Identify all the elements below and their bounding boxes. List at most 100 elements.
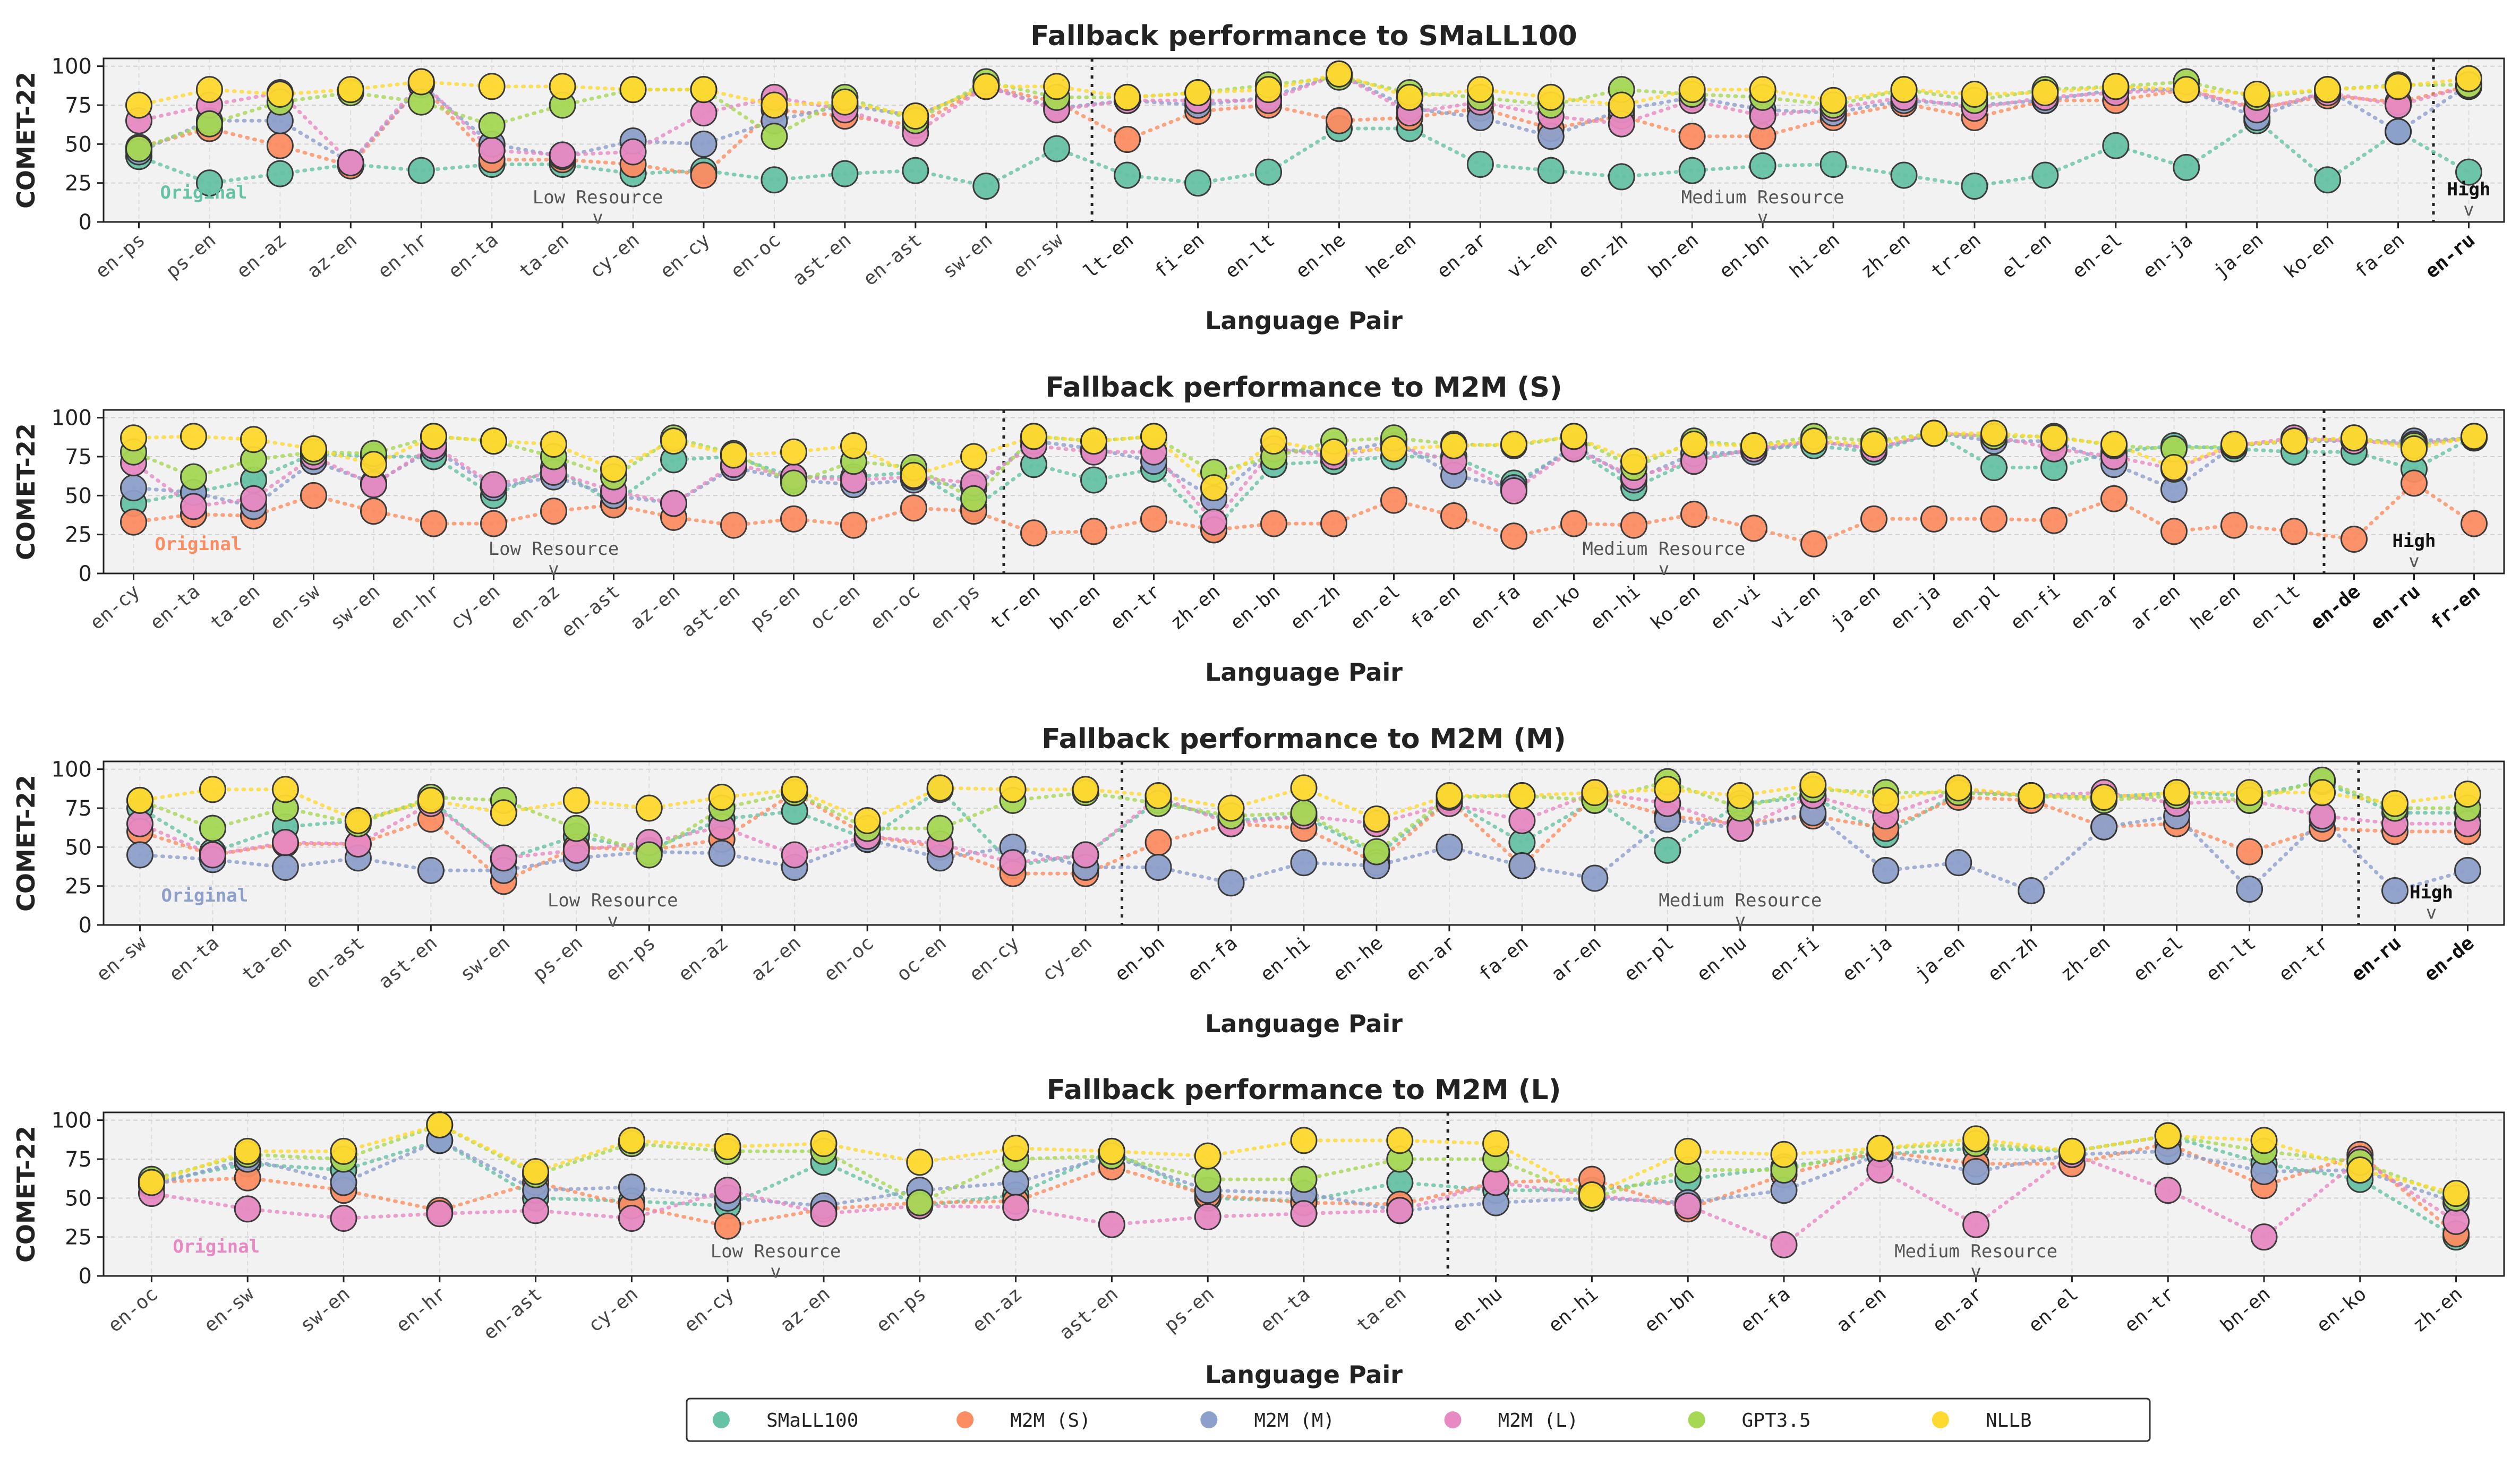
x-tick-label: ast-en	[677, 580, 744, 641]
x-tick-label: en-hr	[386, 580, 444, 634]
data-point	[1620, 511, 1647, 539]
data-point	[1749, 76, 1776, 104]
x-tick-label: az-en	[303, 229, 361, 282]
x-tick-label: en-ta	[146, 580, 204, 634]
x-tick-label: en-hr	[392, 1283, 450, 1336]
data-point	[125, 91, 152, 119]
data-point	[1800, 427, 1827, 455]
legend-label: M2M (L)	[1498, 1410, 1579, 1432]
data-point	[906, 1149, 934, 1176]
data-point	[1860, 431, 1887, 458]
x-tick-label: az-en	[747, 932, 805, 985]
data-point	[480, 510, 507, 537]
x-tick-label: en-az	[968, 1283, 1026, 1336]
y-tick-label: 0	[79, 210, 92, 235]
data-point	[690, 99, 717, 127]
chart-panel-2: 0 25 50 75 100 en-cy en-ta ta-en en-sw sw-en en-hr…	[12, 372, 2505, 687]
legend: SMaLL100 M2M (S) M2M (M) M2M (L) GPT3.5 NLLB	[686, 1398, 2151, 1442]
data-point	[840, 511, 867, 539]
data-point	[1508, 807, 1536, 834]
y-axis-label: COMET-22	[12, 1126, 40, 1263]
region-label: High	[2447, 179, 2491, 200]
x-tick-label: en-ps	[926, 580, 984, 634]
data-point	[2163, 779, 2191, 807]
data-point	[720, 441, 747, 469]
data-point	[2220, 511, 2248, 539]
x-tick-label: zh-en	[2408, 1283, 2466, 1336]
x-tick-label: en-ru	[2367, 580, 2424, 634]
data-point	[1217, 869, 1245, 897]
x-tick-label: zh-en	[1856, 229, 1914, 282]
y-tick-label: 75	[65, 796, 92, 821]
y-tick-label: 50	[65, 1186, 92, 1211]
data-point	[2461, 423, 2488, 450]
data-point	[2173, 76, 2200, 104]
data-point	[2385, 118, 2412, 145]
x-tick-label: en-hi	[1544, 1283, 1602, 1336]
data-point	[2090, 813, 2118, 841]
region-arrow: v	[592, 207, 603, 228]
data-point	[1072, 776, 1099, 803]
data-point	[853, 807, 881, 834]
data-point	[1290, 1200, 1318, 1228]
data-point	[199, 776, 226, 803]
data-point	[2031, 161, 2059, 189]
data-point	[138, 1169, 165, 1196]
data-point	[635, 794, 663, 822]
data-point	[426, 1200, 454, 1228]
region-label: Low Resource	[548, 890, 678, 911]
data-point	[2442, 1180, 2470, 1207]
data-point	[999, 849, 1027, 877]
data-point	[831, 160, 859, 187]
data-point	[1654, 776, 1681, 803]
x-tick-label: fa-en	[2351, 229, 2408, 282]
data-point	[1320, 438, 1347, 466]
chart-panel-1: 0 25 50 75 100 en-ps ps-en en-az az-en en-hr en-ta…	[12, 20, 2505, 335]
x-tick-label: en-hu	[1448, 1283, 1506, 1336]
x-tick-label: en-ps	[91, 229, 149, 282]
chart-title: Fallback performance to M2M (M)	[1041, 723, 1566, 755]
data-point	[1500, 477, 1527, 505]
data-point	[690, 161, 717, 189]
data-point	[180, 463, 207, 491]
data-point	[1144, 853, 1172, 881]
legend-label: M2M (M)	[1254, 1410, 1335, 1432]
data-point	[417, 856, 445, 884]
data-point	[2173, 153, 2200, 181]
y-tick-label: 0	[79, 562, 92, 586]
data-point	[960, 443, 987, 470]
data-point	[2381, 790, 2409, 817]
data-point	[426, 1111, 454, 1138]
y-tick-label: 25	[65, 172, 92, 196]
data-point	[1980, 454, 2008, 482]
x-tick-label: ast-en	[789, 229, 856, 290]
data-point	[2160, 518, 2188, 545]
data-point	[780, 469, 807, 497]
x-tick-label: en-oc	[820, 932, 878, 985]
data-point	[1114, 83, 1141, 111]
data-point	[120, 424, 147, 452]
data-point	[126, 841, 153, 869]
x-tick-label: lt-en	[1080, 229, 1138, 282]
x-tick-label: en-ar	[1433, 229, 1491, 282]
x-tick-label: ps-en	[529, 932, 587, 985]
x-tick-label: ta-en	[515, 229, 573, 282]
x-tick-label: en-pl	[1946, 580, 2004, 634]
data-point	[330, 1137, 357, 1165]
x-tick-label: en-vi	[1706, 580, 1764, 634]
data-point	[1184, 169, 1212, 197]
series-line-m2m-s-	[137, 82, 2471, 177]
data-point	[840, 432, 867, 459]
x-tick-label: en-lt	[1221, 229, 1279, 282]
region-label: High	[2393, 530, 2436, 552]
x-tick-label: ja-en	[1826, 580, 1884, 634]
region-arrow: v	[2408, 551, 2419, 572]
data-point	[1114, 161, 1141, 189]
x-tick-label: en-bn	[1641, 1283, 1698, 1336]
x-tick-label: en-fa	[1183, 932, 1241, 985]
data-point	[1740, 432, 1767, 459]
data-point	[360, 451, 387, 478]
data-point	[407, 157, 435, 184]
data-point	[1680, 431, 1707, 458]
data-point	[1440, 432, 1467, 459]
